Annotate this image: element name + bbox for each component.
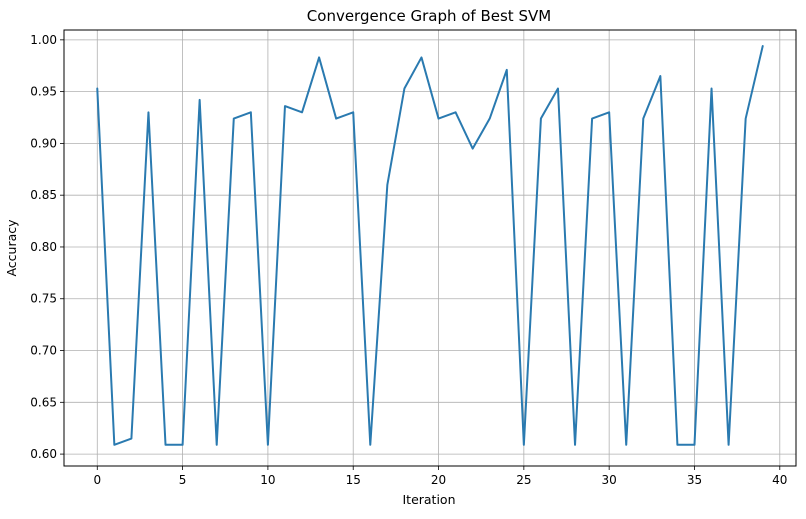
y-tick-label: 0.75 xyxy=(30,292,57,306)
y-tick-label: 0.70 xyxy=(30,344,57,358)
y-tick-label: 0.80 xyxy=(30,240,57,254)
x-tick-label: 20 xyxy=(431,473,446,487)
y-tick-label: 0.60 xyxy=(30,447,57,461)
x-tick-label: 25 xyxy=(516,473,531,487)
chart-title: Convergence Graph of Best SVM xyxy=(307,7,551,25)
y-tick-label: 0.85 xyxy=(30,188,57,202)
x-tick-label: 40 xyxy=(772,473,787,487)
x-tick-label: 30 xyxy=(602,473,617,487)
x-axis-label: Iteration xyxy=(402,492,455,507)
x-tick-label: 0 xyxy=(93,473,101,487)
y-tick-label: 0.65 xyxy=(30,395,57,409)
x-tick-label: 10 xyxy=(260,473,275,487)
x-tick-label: 5 xyxy=(179,473,187,487)
y-axis-label: Accuracy xyxy=(4,219,19,277)
x-tick-label: 15 xyxy=(346,473,361,487)
y-tick-label: 0.90 xyxy=(30,136,57,150)
y-tick-label: 1.00 xyxy=(30,33,57,47)
x-tick-label: 35 xyxy=(687,473,702,487)
y-tick-label: 0.95 xyxy=(30,85,57,99)
